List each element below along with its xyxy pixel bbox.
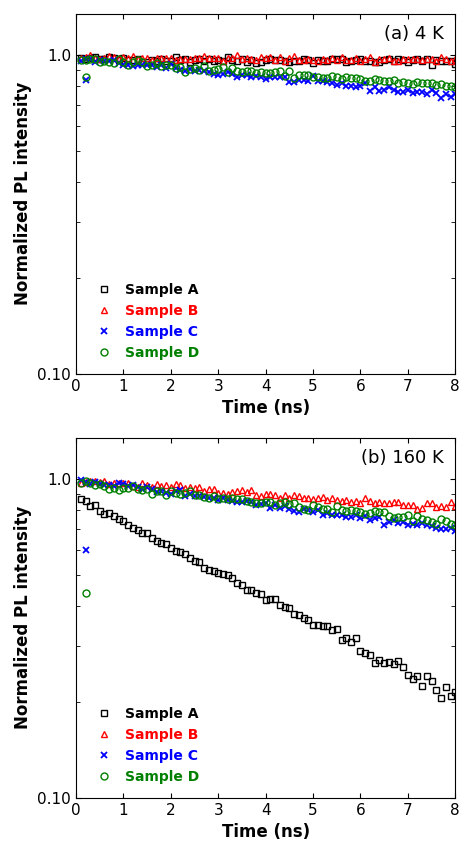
Sample D [248, 497, 254, 507]
Sample B [453, 501, 458, 511]
Sample C [244, 496, 249, 506]
Sample B [310, 55, 316, 65]
Line: Sample C: Sample C [77, 477, 459, 534]
Line: Sample B: Sample B [77, 478, 459, 512]
Sample B [248, 53, 254, 63]
Line: Sample B: Sample B [77, 51, 459, 65]
Text: (b) 160 K: (b) 160 K [361, 449, 444, 467]
Sample D [306, 70, 311, 80]
Sample C [310, 70, 316, 80]
Line: Sample A: Sample A [77, 496, 459, 702]
Sample B [453, 54, 458, 64]
Line: Sample C: Sample C [77, 55, 459, 102]
Sample A [429, 60, 435, 70]
Sample B [339, 51, 345, 62]
Sample A [453, 59, 458, 69]
Sample C [320, 510, 326, 520]
Sample B [419, 56, 425, 66]
Sample B [325, 495, 330, 505]
Sample C [78, 56, 83, 66]
Sample A [244, 585, 249, 595]
Sample A [339, 54, 345, 64]
Sample A [320, 622, 326, 632]
Sample A [306, 55, 311, 65]
Line: Sample D: Sample D [77, 56, 459, 91]
Sample A [325, 56, 330, 67]
Sample B [306, 54, 311, 64]
Sample C [415, 86, 420, 97]
Sample B [306, 492, 311, 503]
Sample C [306, 75, 311, 86]
Sample A [248, 55, 254, 65]
Sample A [78, 53, 83, 63]
Sample C [78, 475, 83, 486]
Line: Sample A: Sample A [77, 53, 459, 68]
Sample D [325, 504, 330, 514]
Sample D [248, 66, 254, 76]
Sample D [415, 510, 420, 521]
Sample B [325, 56, 330, 66]
Sample D [310, 500, 316, 510]
Sample D [306, 505, 311, 516]
Sample D [325, 73, 330, 83]
Sample B [78, 53, 83, 63]
Sample C [339, 79, 345, 89]
Y-axis label: Normalized PL intensity: Normalized PL intensity [14, 506, 32, 729]
Sample A [410, 674, 416, 684]
X-axis label: Time (ns): Time (ns) [222, 399, 310, 417]
Line: Sample D: Sample D [77, 477, 459, 528]
Sample D [453, 520, 458, 530]
Sample B [419, 503, 425, 513]
Text: (a) 4 K: (a) 4 K [384, 25, 444, 43]
Sample B [78, 478, 83, 488]
Sample B [339, 496, 345, 506]
Sample C [410, 519, 416, 529]
Sample D [453, 81, 458, 91]
Sample B [87, 476, 93, 486]
Sample B [310, 494, 316, 504]
Sample B [415, 504, 420, 514]
Sample C [301, 504, 307, 515]
Sample D [78, 478, 83, 488]
Sample D [92, 54, 98, 64]
Sample D [415, 77, 420, 87]
Sample D [339, 74, 345, 85]
Sample C [306, 504, 311, 515]
Y-axis label: Normalized PL intensity: Normalized PL intensity [14, 82, 32, 305]
Sample C [438, 93, 444, 103]
Sample A [334, 624, 340, 634]
Sample A [301, 612, 307, 622]
Sample C [453, 525, 458, 535]
Sample C [334, 510, 340, 520]
Legend: Sample A, Sample B, Sample C, Sample D: Sample A, Sample B, Sample C, Sample D [83, 276, 206, 367]
X-axis label: Time (ns): Time (ns) [222, 823, 310, 841]
Sample C [87, 54, 93, 64]
Sample A [92, 51, 98, 62]
Sample B [248, 486, 254, 496]
Sample D [339, 505, 345, 516]
Sample C [248, 72, 254, 82]
Sample A [453, 687, 458, 698]
Sample A [306, 615, 311, 625]
Sample C [325, 77, 330, 87]
Sample A [78, 494, 83, 504]
Sample A [438, 693, 444, 704]
Sample D [78, 56, 83, 66]
Sample A [310, 57, 316, 68]
Sample C [453, 89, 458, 99]
Sample B [372, 56, 378, 67]
Sample D [82, 476, 88, 486]
Sample A [415, 54, 420, 64]
Legend: Sample A, Sample B, Sample C, Sample D: Sample A, Sample B, Sample C, Sample D [83, 700, 206, 791]
Sample B [234, 50, 240, 60]
Sample D [310, 72, 316, 82]
